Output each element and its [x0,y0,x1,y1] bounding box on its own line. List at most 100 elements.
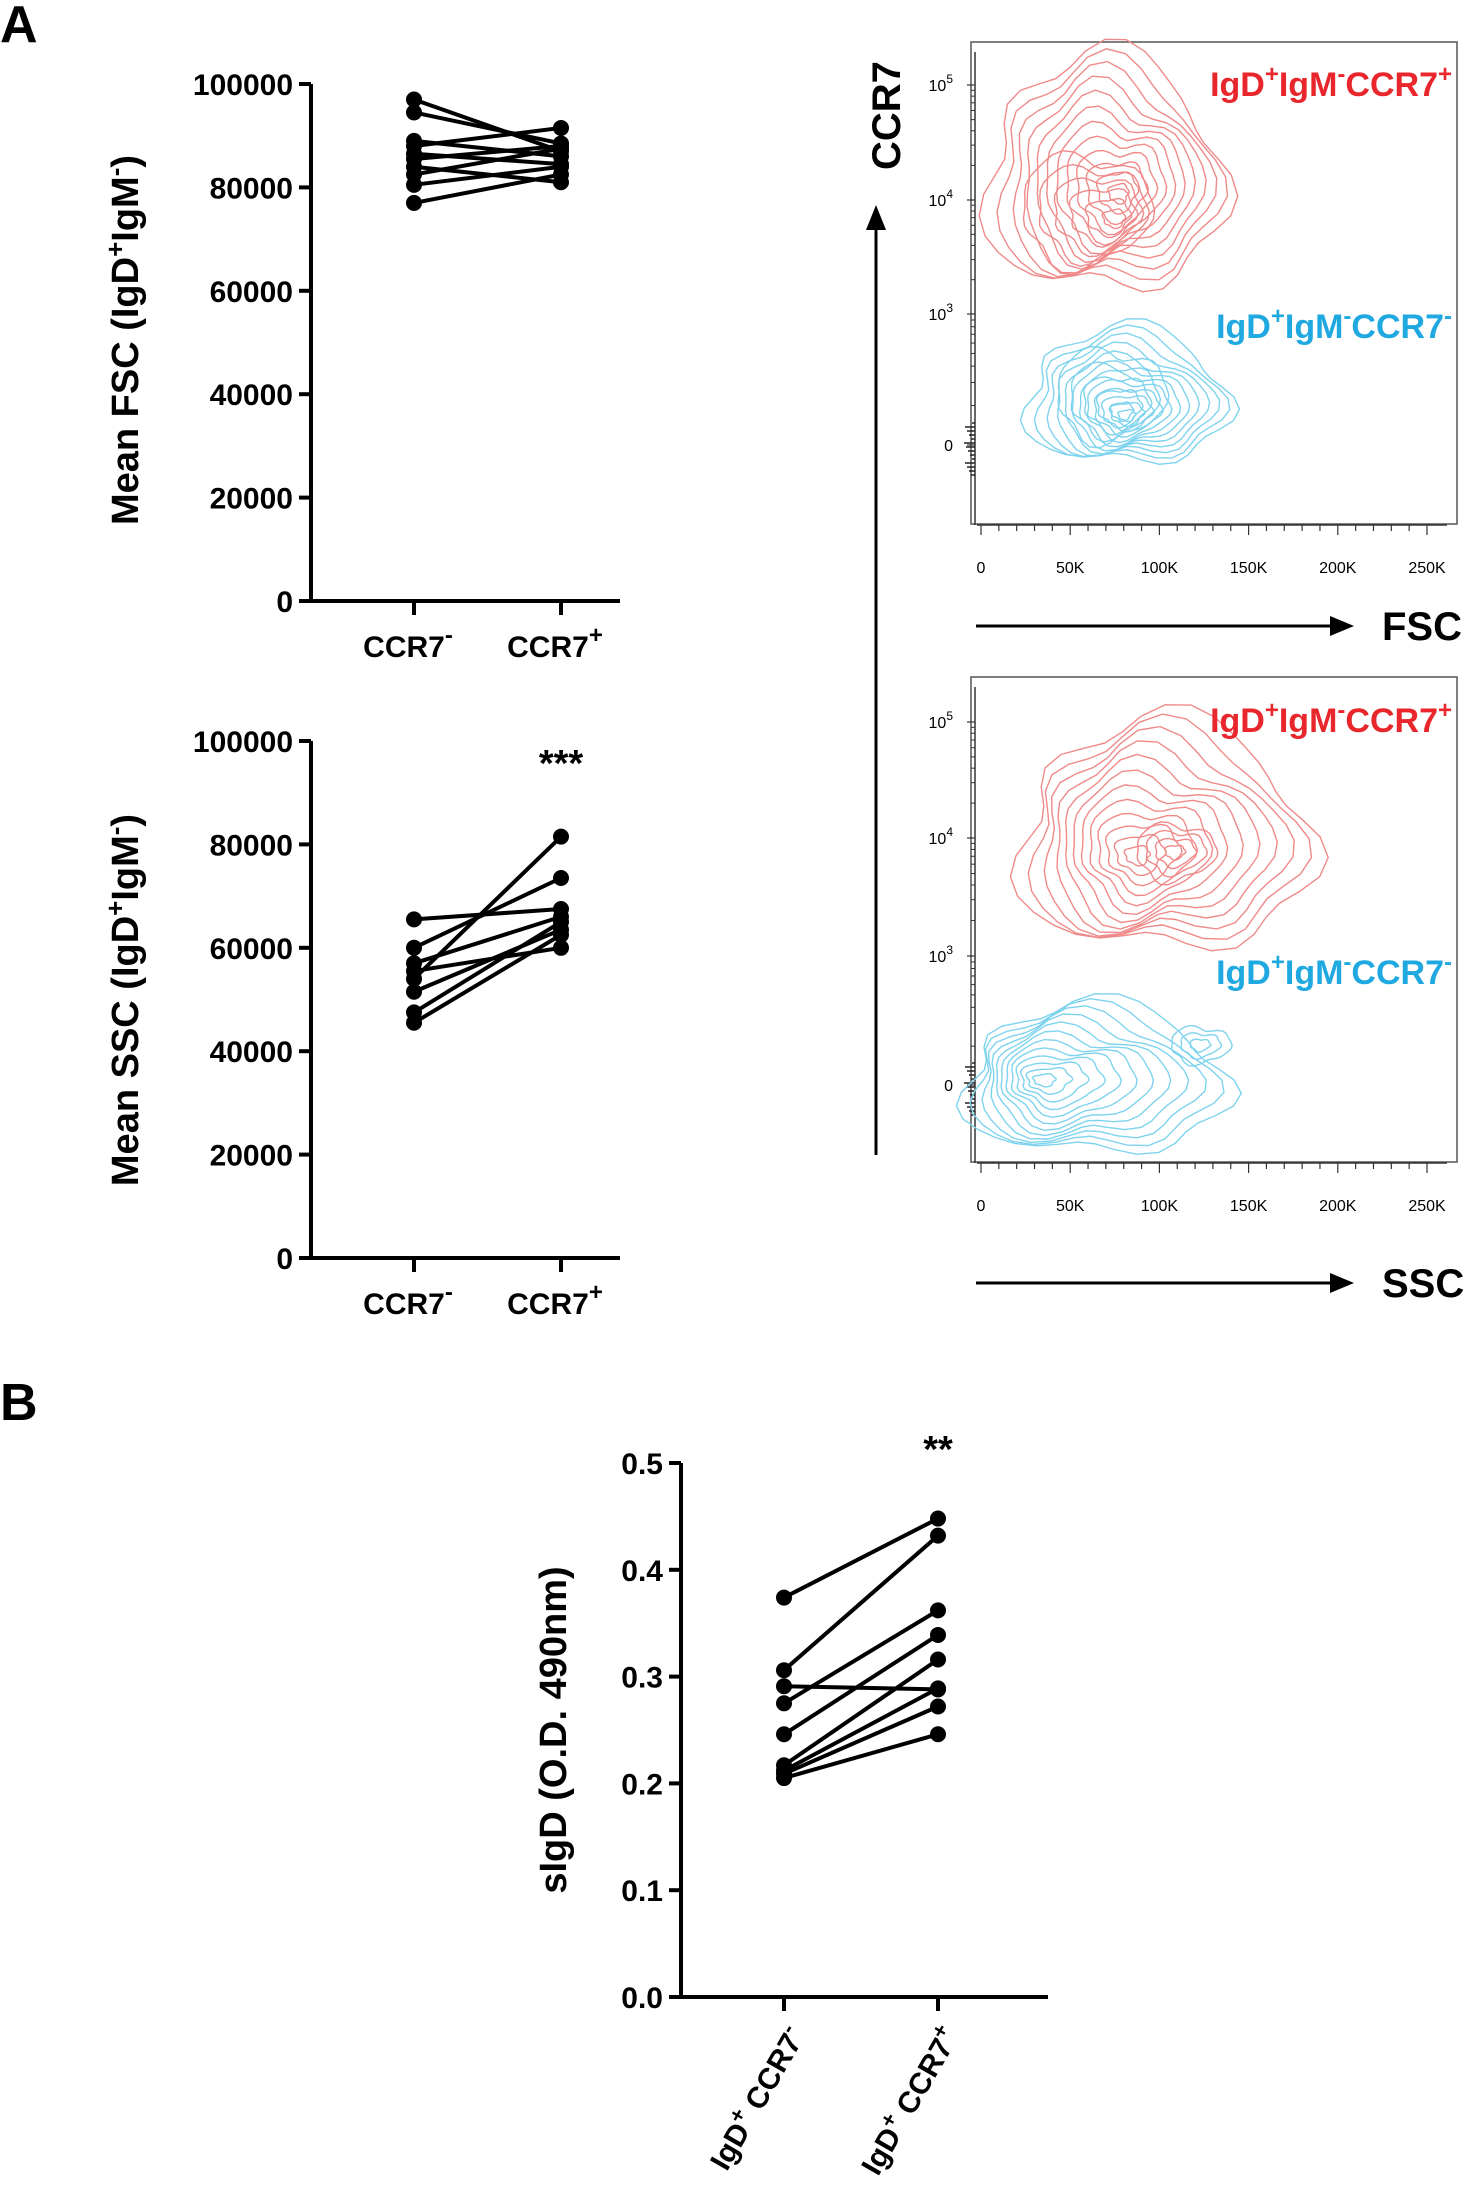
contour-line [1086,378,1173,444]
contour-line [1095,171,1140,215]
contour-line [1046,332,1221,458]
data-point [406,970,422,987]
contour-line [1031,1073,1058,1088]
contour-line [1027,713,1313,940]
facs-x-tick-label: 200K [1319,560,1357,577]
contour-line [1000,1030,1155,1132]
gate-label-ccr7-positive: IgD+IgM-CCR7+ [1210,61,1452,104]
y-axis-label: Mean SSC (IgD+IgM-) [100,814,147,1186]
pair-line [413,125,562,149]
data-point [406,1014,422,1031]
contour-line [1070,361,1162,443]
contour-line [1113,833,1167,877]
contour-line [1020,1061,1090,1103]
contour-line [995,1021,1172,1137]
x-category-label: CCR7- [363,622,453,664]
fsc-axis-arrow [976,616,1354,636]
significance-marker: ** [923,1429,953,1471]
facs-y-tick-label: 104 [929,187,954,210]
data-point [930,1602,946,1619]
data-point [406,194,422,211]
gate-label-ccr7-negative: IgD+IgM-CCR7- [1216,949,1452,992]
facs-y-tick-label: 105 [929,72,954,95]
data-point [776,1726,792,1743]
contour-line [1084,197,1133,239]
contour-line [1107,182,1131,205]
y-tick-label: 0.2 [621,1768,663,1801]
data-point [406,983,422,1000]
contour-line [981,1005,1207,1144]
pair-line [413,146,562,177]
contour-line [1038,163,1150,268]
data-point [776,1678,792,1695]
contour-line [1105,823,1183,887]
data-point [776,1695,792,1712]
pair-line [783,1686,939,1773]
data-point [406,176,422,193]
facs-x-tick-label: 250K [1408,1198,1446,1215]
contour-line [1068,187,1139,248]
contour-ccr7-positive [1009,704,1329,952]
facs-x-tick-label: 100K [1141,1198,1179,1215]
x-category-label: CCR7+ [507,1279,603,1321]
data-point [406,939,422,956]
ssc-axis-label: SSC [1382,1262,1464,1306]
data-point [553,913,569,930]
pair-line [783,1704,939,1776]
contour-line [978,38,1239,293]
panel-label-a: A [0,0,38,54]
facs-x-tick-label: 150K [1230,1198,1268,1215]
pair-line [412,920,563,1015]
fsc-paired-chart: 0 20000 40000 60000 80000 100000 Mean FSC (IgD… [100,69,620,664]
pair-line [412,933,563,1025]
fsc-axis-label: FSC [1382,605,1462,649]
contour-line [1180,1031,1223,1061]
contour-line [1025,1066,1074,1096]
pair-line [782,1633,940,1736]
pair-line [413,144,562,161]
contour-line [1072,769,1244,924]
contour-line [1011,1047,1123,1119]
contour-line [1123,844,1152,867]
facs-x-tick-label: 0 [977,1198,986,1215]
contour-line [1033,324,1231,459]
contour-line [1189,1038,1212,1053]
data-point [553,926,569,943]
contour-line [1015,1055,1107,1111]
contour-line [969,997,1225,1147]
contour-line [1022,149,1156,276]
contour-ccr7-positive [978,38,1239,293]
data-point [406,91,422,108]
contour-line [1101,208,1127,230]
data-point [553,166,569,183]
contour-line [1076,149,1159,236]
contour-line [1046,105,1186,264]
contour-line [1083,376,1153,436]
data-point [776,1589,792,1606]
contour-line [1057,345,1170,449]
data-point [406,911,422,928]
pair-line [413,172,562,205]
facs-y-tick-label: 104 [929,825,954,848]
ccr7-axis-label: CCR7 [865,61,909,170]
y-tick-label: 0.0 [621,1982,663,2015]
contour-line [1078,369,1182,448]
y-tick-label: 80000 [210,172,293,205]
y-tick-label: 20000 [210,1140,293,1173]
pair-line [783,1516,939,1600]
facs-y-tick-label: 105 [929,709,954,732]
contour-line [1097,812,1199,897]
contour-line [990,1013,1190,1140]
contour-line [1056,341,1211,457]
y-tick-label: 60000 [210,933,293,966]
pair-line [413,164,562,187]
data-point [406,104,422,121]
contour-line [1109,401,1135,423]
x-category-label: CCR7- [363,1279,453,1321]
contour-line [1056,740,1279,934]
contour-line [1005,1038,1138,1125]
contour-line [1012,60,1218,278]
y-tick-label: 0 [276,1243,293,1276]
data-point [930,1698,946,1715]
facs-x-tick-label: 100K [1141,560,1179,577]
